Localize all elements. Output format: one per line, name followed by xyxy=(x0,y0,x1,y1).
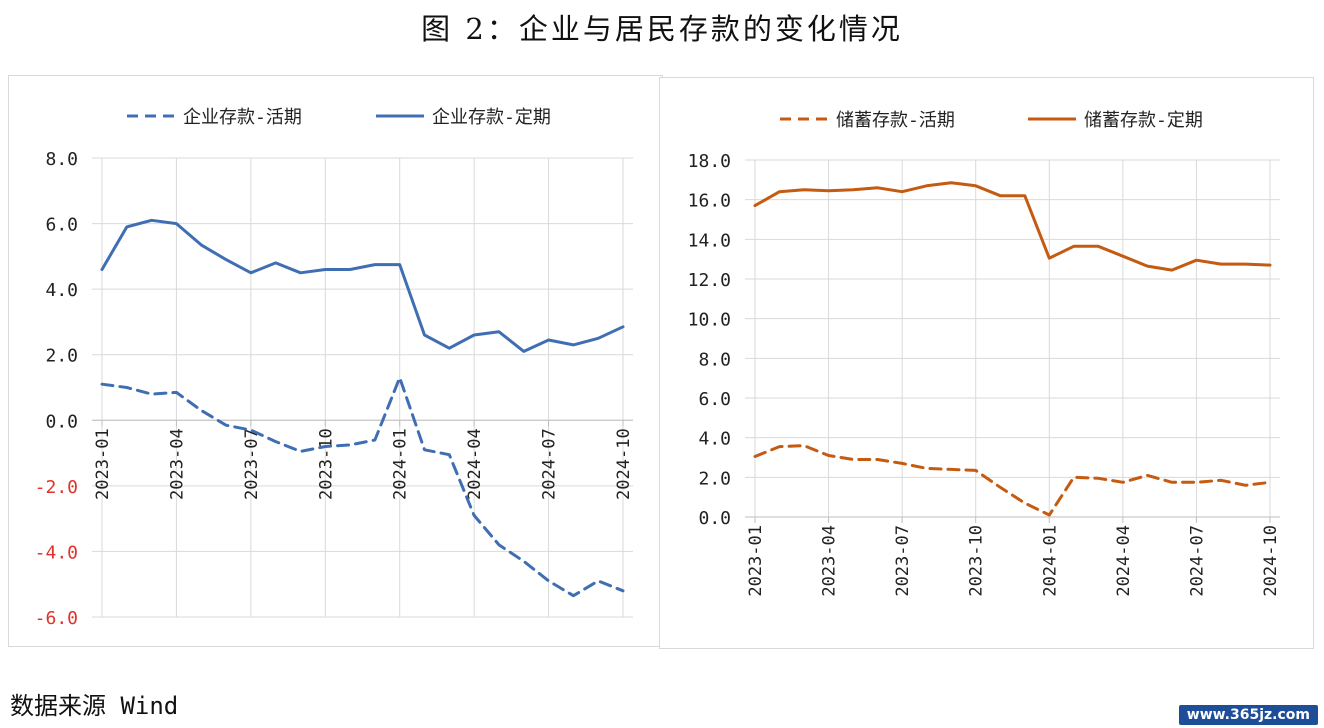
y-tick-label: -4.0 xyxy=(35,542,78,563)
x-tick-label: 2023-01 xyxy=(746,525,766,597)
y-tick-label: 6.0 xyxy=(45,215,78,236)
x-tick-label: 2024-01 xyxy=(391,428,411,500)
x-tick-label: 2023-07 xyxy=(242,428,262,500)
series-line-demand-deposits xyxy=(100,376,625,598)
corporate-deposits-chart: 8.0 6.0 4.0 2.0 0.0 -2.0 -4.0 -6.0 2023-01 2023-0… xyxy=(35,107,634,629)
x-tick-label: 2023-10 xyxy=(967,525,987,597)
y-tick-label: 10.0 xyxy=(688,310,731,331)
x-tick-label: 2023-04 xyxy=(820,525,840,597)
x-tick-label: 2024-04 xyxy=(1114,525,1134,597)
y-tick-label: 0.0 xyxy=(45,411,78,432)
x-tick-label: 2024-10 xyxy=(1261,525,1281,597)
figure-title: 图 2：企业与居民存款的变化情况 xyxy=(421,12,903,46)
household-deposits-chart: 18.0 16.0 14.0 12.0 10.0 8.0 6.0 4.0 2.0 0.0 2023-… xyxy=(688,110,1281,597)
series-line-demand-deposits xyxy=(753,444,1272,517)
y-tick-label: 18.0 xyxy=(688,151,731,172)
series-line-time-deposits xyxy=(753,181,1272,272)
y-tick-label: 16.0 xyxy=(688,191,731,212)
y-tick-label: -2.0 xyxy=(35,477,78,498)
corporate-deposits-chart-panel: 8.0 6.0 4.0 2.0 0.0 -2.0 -4.0 -6.0 2023-01 2023-0… xyxy=(8,75,663,647)
y-tick-label: 4.0 xyxy=(45,280,78,301)
x-tick-label: 2024-10 xyxy=(614,428,634,500)
household-deposits-chart-panel: 18.0 16.0 14.0 12.0 10.0 8.0 6.0 4.0 2.0 0.0 2023-… xyxy=(659,77,1314,649)
x-tick-label: 2023-01 xyxy=(93,428,113,500)
y-tick-label: -6.0 xyxy=(35,608,78,629)
y-tick-label: 8.0 xyxy=(698,349,731,370)
y-tick-label: 4.0 xyxy=(698,429,731,450)
y-tick-label: 8.0 xyxy=(45,149,78,170)
x-tick-label: 2023-10 xyxy=(316,428,336,500)
x-tick-label: 2024-07 xyxy=(540,428,560,500)
y-tick-label: 2.0 xyxy=(698,468,731,489)
legend-label: 储蓄存款-定期 xyxy=(1084,110,1203,131)
x-tick-label: 2024-04 xyxy=(465,428,485,500)
legend-label: 储蓄存款-活期 xyxy=(836,110,955,131)
y-tick-label: 2.0 xyxy=(45,346,78,367)
site-watermark: www.365jz.com xyxy=(1178,705,1318,725)
x-tick-label: 2024-07 xyxy=(1187,525,1207,597)
legend-label: 企业存款-活期 xyxy=(183,107,302,128)
y-tick-label: 6.0 xyxy=(698,389,731,410)
x-tick-label: 2023-04 xyxy=(167,428,187,500)
x-tick-label: 2023-07 xyxy=(893,525,913,597)
y-tick-label: 14.0 xyxy=(688,230,731,251)
series-line-time-deposits xyxy=(100,218,625,353)
x-tick-label: 2024-01 xyxy=(1040,525,1060,597)
legend-label: 企业存款-定期 xyxy=(432,107,551,128)
y-tick-label: 12.0 xyxy=(688,270,731,291)
data-source-note: 数据来源 Wind xyxy=(10,692,179,720)
y-tick-label: 0.0 xyxy=(698,508,731,529)
